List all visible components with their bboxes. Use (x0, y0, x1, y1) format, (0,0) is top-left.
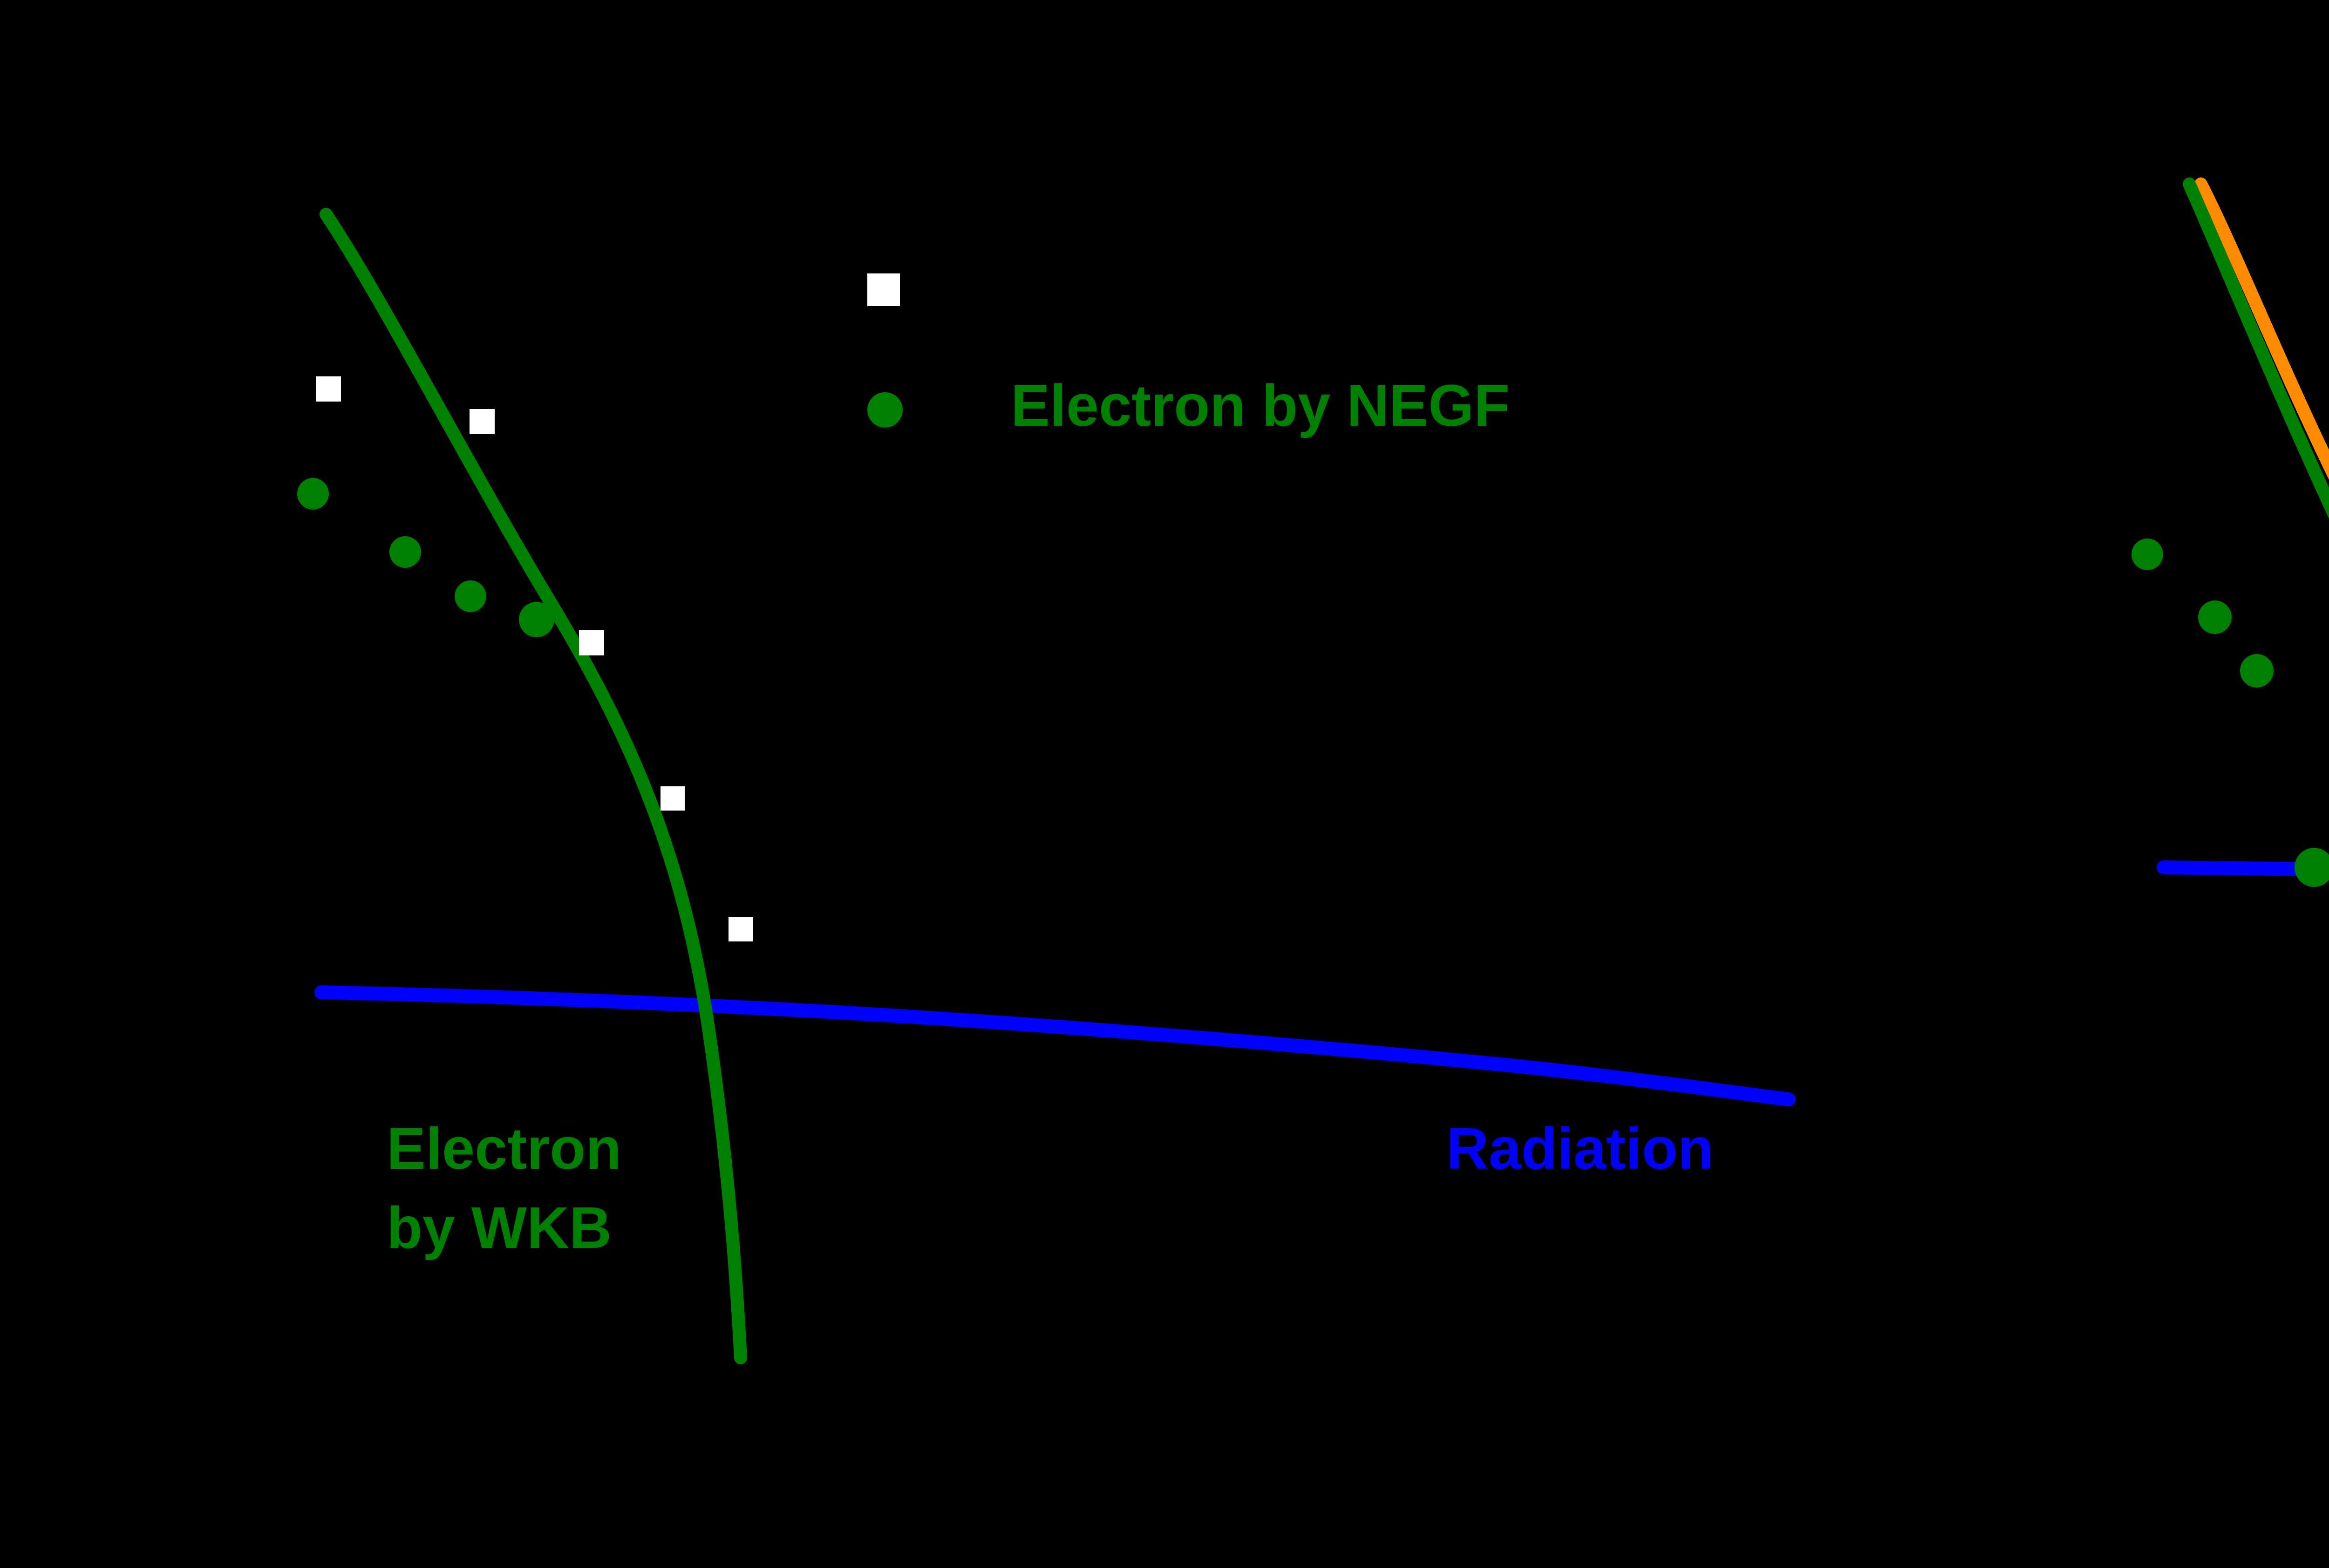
right-plot-svg (2132, 177, 2329, 887)
data-point-circle (455, 580, 486, 612)
left-experiment-squares (316, 273, 900, 941)
data-point-square (729, 917, 753, 941)
legend-marker-circle-negf (867, 392, 903, 428)
right-chart-panel: Kim et al. Electron by NEGF Total (w/ WK… (1833, 0, 2329, 1568)
data-point-square (316, 376, 341, 402)
left-chart-panel: Electron by NEGF Electron by WKB Radiati… (297, 208, 1796, 1364)
left-negf-circles (297, 478, 554, 637)
right-negf-circles (2132, 539, 2329, 887)
data-point-circle (297, 478, 329, 510)
data-point-square (661, 786, 685, 811)
radiation-label: Radiation (1446, 1116, 1714, 1181)
data-point-square (470, 409, 495, 434)
data-point-square (867, 273, 900, 306)
left-plot-svg (297, 208, 1796, 1364)
data-point-circle (2295, 848, 2329, 887)
legend-label-electron-by-negf: Electron by NEGF (1011, 373, 1510, 438)
left-radiation-curve (314, 985, 1796, 1106)
electron-wkb-label-line1: Electron (387, 1116, 622, 1181)
left-electron-wkb-curve (320, 208, 747, 1364)
data-point-circle (2198, 600, 2232, 634)
data-point-circle (519, 602, 554, 637)
data-point-circle (2132, 539, 2163, 570)
data-point-circle (2240, 654, 2274, 688)
data-point-circle (389, 536, 421, 568)
data-point-square (579, 630, 604, 655)
right-electron-wkb-curve (2183, 177, 2329, 519)
electron-wkb-label-line2: by WKB (387, 1195, 612, 1261)
right-total-wkb-curve (2194, 177, 2329, 480)
